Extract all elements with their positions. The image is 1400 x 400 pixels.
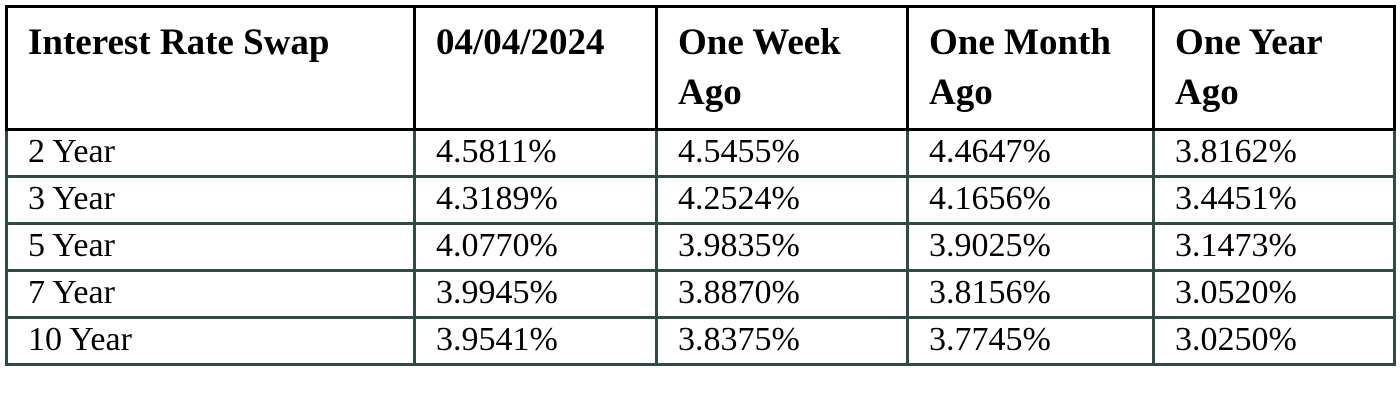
rate-cell: 3.0250% — [1152, 316, 1396, 366]
rate-cell: 3.8156% — [906, 269, 1155, 319]
rate-cell: 4.5811% — [413, 128, 658, 178]
rate-cell: 3.4451% — [1152, 175, 1396, 225]
rate-cell: 3.0520% — [1152, 269, 1396, 319]
header-cell-interest-rate-swap: Interest Rate Swap — [5, 5, 416, 131]
row-label-cell: 7 Year — [5, 269, 416, 319]
rate-cell: 3.9945% — [413, 269, 658, 319]
rate-cell: 4.1656% — [906, 175, 1155, 225]
table-row-10-year: 10 Year 3.9541% 3.8375% 3.7745% 3.0250% — [5, 316, 1396, 366]
rate-cell: 3.8870% — [655, 269, 909, 319]
header-cell-one-month-ago: One Month Ago — [906, 5, 1155, 131]
rate-cell: 3.8162% — [1152, 128, 1396, 178]
rate-cell: 4.2524% — [655, 175, 909, 225]
row-label-cell: 10 Year — [5, 316, 416, 366]
header-cell-date: 04/04/2024 — [413, 5, 658, 131]
rate-cell: 3.9835% — [655, 222, 909, 272]
table-row-2-year: 2 Year 4.5811% 4.5455% 4.4647% 3.8162% — [5, 128, 1396, 178]
header-cell-one-year-ago: One Year Ago — [1152, 5, 1396, 131]
header-cell-one-week-ago: One Week Ago — [655, 5, 909, 131]
table-row-5-year: 5 Year 4.0770% 3.9835% 3.9025% 3.1473% — [5, 222, 1396, 272]
rate-cell: 4.0770% — [413, 222, 658, 272]
rate-cell: 3.1473% — [1152, 222, 1396, 272]
table-row-3-year: 3 Year 4.3189% 4.2524% 4.1656% 3.4451% — [5, 175, 1396, 225]
table-row-7-year: 7 Year 3.9945% 3.8870% 3.8156% 3.0520% — [5, 269, 1396, 319]
rate-cell: 3.7745% — [906, 316, 1155, 366]
row-label-cell: 5 Year — [5, 222, 416, 272]
row-label-cell: 2 Year — [5, 128, 416, 178]
rate-cell: 4.3189% — [413, 175, 658, 225]
rate-cell: 3.9025% — [906, 222, 1155, 272]
rate-cell: 3.9541% — [413, 316, 658, 366]
interest-rate-swap-table: Interest Rate Swap 04/04/2024 One Week A… — [5, 5, 1396, 366]
rate-cell: 3.8375% — [655, 316, 909, 366]
rate-cell: 4.5455% — [655, 128, 909, 178]
rate-cell: 4.4647% — [906, 128, 1155, 178]
table-header-row: Interest Rate Swap 04/04/2024 One Week A… — [5, 5, 1396, 131]
row-label-cell: 3 Year — [5, 175, 416, 225]
